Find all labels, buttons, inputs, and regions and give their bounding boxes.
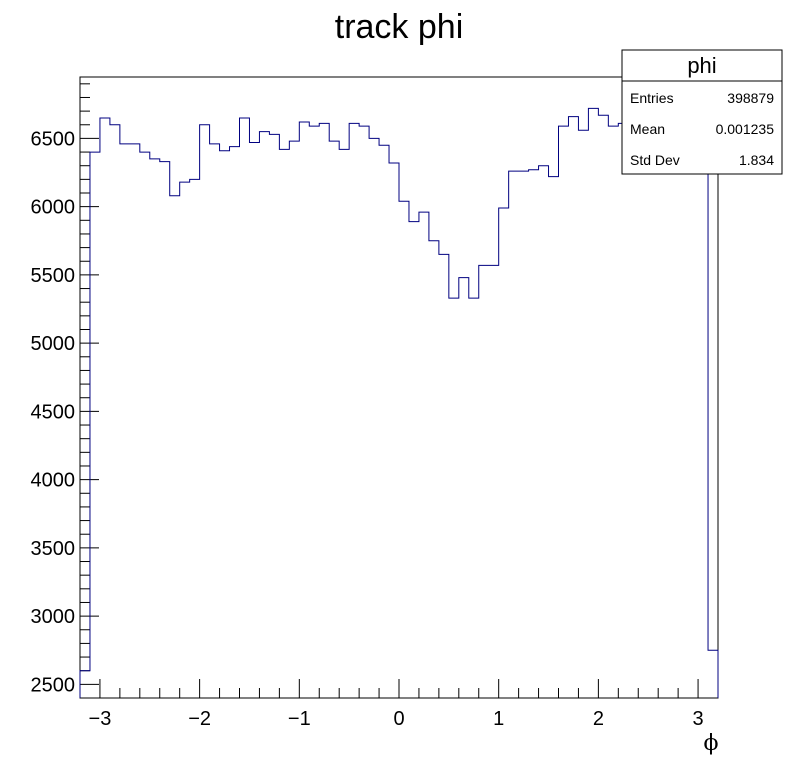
x-tick-label: 1 xyxy=(493,708,504,730)
stats-stddev-label: Std Dev xyxy=(630,152,680,168)
stats-entries-value: 398879 xyxy=(727,90,774,106)
x-tick-label: −3 xyxy=(89,708,112,730)
x-tick-label: −1 xyxy=(288,708,311,730)
stats-box-frame xyxy=(621,49,783,175)
y-tick-label: 5000 xyxy=(31,333,76,355)
stats-mean-value: 0.001235 xyxy=(716,121,775,137)
y-tick-label: 3500 xyxy=(31,538,76,560)
histogram-series-line xyxy=(79,107,719,698)
stats-stddev-value: 1.834 xyxy=(739,152,774,168)
x-tick-label: −2 xyxy=(188,708,211,730)
y-tick-label: 3000 xyxy=(31,606,76,628)
chart-title: track phi xyxy=(335,8,464,46)
y-tick-label: 2500 xyxy=(31,674,76,696)
stats-box-title: phi xyxy=(687,53,716,78)
y-tick-label: 4500 xyxy=(31,401,76,423)
x-tick-label: 2 xyxy=(593,708,604,730)
y-tick-label: 4000 xyxy=(31,470,76,492)
y-tick-label: 6500 xyxy=(31,128,76,150)
x-tick-label: 3 xyxy=(693,708,704,730)
y-tick-label: 6000 xyxy=(31,197,76,219)
y-tick-label: 5500 xyxy=(31,265,76,287)
x-tick-label: 0 xyxy=(393,708,404,730)
y-axis: 2500 3000 3500 4000 4500 5000 5500 6000 6500 xyxy=(31,83,99,696)
stats-box: phi Entries 398879 Mean 0.001235 Std Dev… xyxy=(621,49,783,175)
x-axis-label: ϕ xyxy=(704,731,719,756)
stats-mean-label: Mean xyxy=(630,121,665,137)
stats-entries-label: Entries xyxy=(630,90,674,106)
